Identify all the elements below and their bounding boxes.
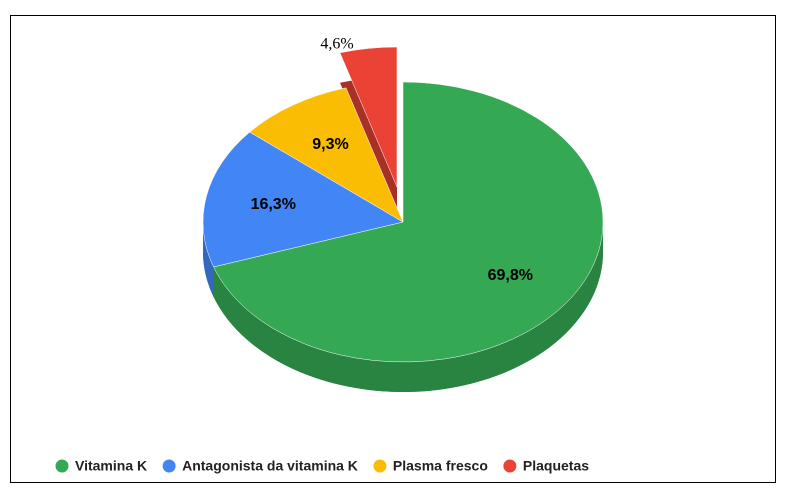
legend-marker xyxy=(503,459,517,473)
data-label: 9,3% xyxy=(312,136,348,153)
slice xyxy=(249,87,404,223)
slice-side xyxy=(203,222,214,297)
slice xyxy=(213,81,604,363)
legend-label: Plaquetas xyxy=(523,458,589,474)
legend-marker xyxy=(373,459,387,473)
legend-label: Vitamina K xyxy=(75,458,147,474)
slice xyxy=(339,46,398,188)
slice xyxy=(202,131,404,268)
data-label: 16,3% xyxy=(251,196,296,213)
legend-label: Plasma fresco xyxy=(393,458,488,474)
legend-marker xyxy=(162,459,176,473)
data-label: 4,6% xyxy=(320,36,353,53)
data-label: 69,8% xyxy=(488,267,533,284)
slice-side xyxy=(213,222,604,392)
legend-marker xyxy=(55,459,69,473)
legend-label: Antagonista da vitamina K xyxy=(182,458,358,474)
